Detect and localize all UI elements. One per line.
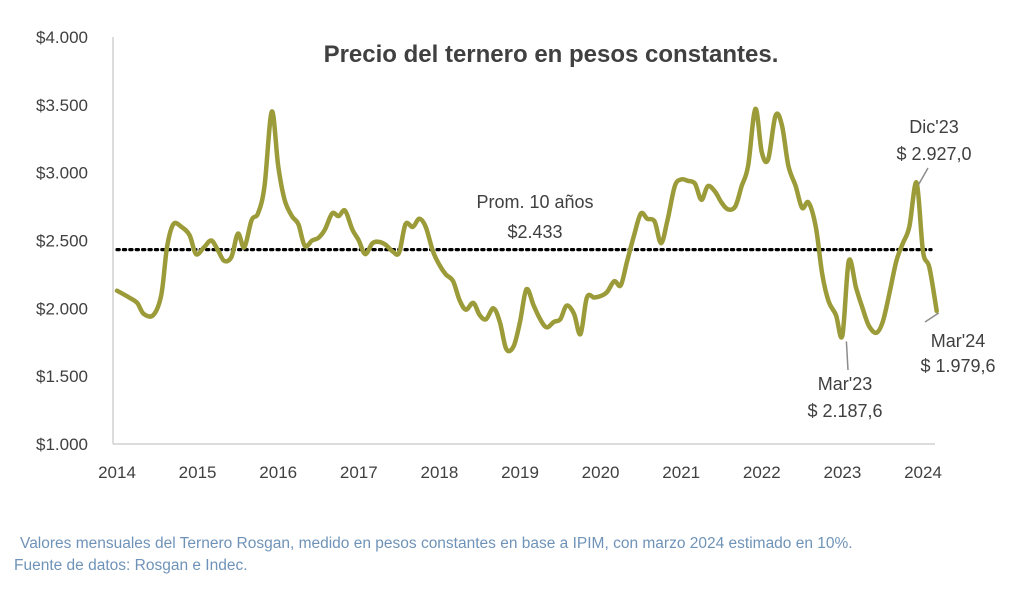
annotation-2: Mar'23 $ 2.187,6 bbox=[807, 341, 883, 421]
y-tick-label: $2.500 bbox=[36, 232, 88, 251]
annotation-text: $ 2.187,6 bbox=[807, 401, 882, 421]
x-tick-label: 2021 bbox=[662, 463, 700, 482]
annotations: Prom. 10 años $2.433 Dic'23 $ 2.927,0 Mar'23… bbox=[476, 117, 995, 421]
price-series bbox=[114, 106, 939, 354]
annotation-3: Mar'24 $ 1.979,6 bbox=[920, 312, 996, 376]
axes bbox=[112, 37, 935, 445]
annotation-text: Mar'23 bbox=[818, 374, 872, 394]
annotation-text: $2.433 bbox=[507, 222, 562, 242]
y-tick-label: $3.000 bbox=[36, 164, 88, 183]
x-tick-label: 2017 bbox=[340, 463, 378, 482]
annotation-text: $ 1.979,6 bbox=[920, 356, 995, 376]
annotation-leader-line bbox=[924, 312, 940, 323]
x-tick-label: 2023 bbox=[823, 463, 861, 482]
y-tick-label: $4.000 bbox=[36, 28, 88, 47]
line-chart: $1.000 $1.500 $2.000 $2.500 $3.000 $3.500 $4.0… bbox=[36, 28, 996, 482]
annotation-leader-line bbox=[917, 167, 929, 185]
chart-area: $1.000 $1.500 $2.000 $2.500 $3.000 $3.500 $4.0… bbox=[36, 28, 996, 482]
x-tick-label: 2024 bbox=[904, 463, 942, 482]
y-tick-label: $1.500 bbox=[36, 367, 88, 386]
annotation-0: Prom. 10 años $2.433 bbox=[476, 192, 593, 242]
x-tick-labels: 2014 2015 2016 2017 2018 2019 2020 2021 2022 2023… bbox=[98, 463, 942, 482]
x-tick-label: 2019 bbox=[501, 463, 539, 482]
y-tick-label: $1.000 bbox=[36, 435, 88, 454]
chart-title: Precio del ternero en pesos constantes. bbox=[324, 41, 779, 68]
x-tick-label: 2016 bbox=[259, 463, 297, 482]
annotation-1: Dic'23 $ 2.927,0 bbox=[896, 117, 972, 185]
x-tick-label: 2022 bbox=[743, 463, 781, 482]
y-tick-labels: $1.000 $1.500 $2.000 $2.500 $3.000 $3.500 $4.0… bbox=[36, 28, 88, 454]
x-tick-label: 2014 bbox=[98, 463, 136, 482]
y-tick-label: $2.000 bbox=[36, 299, 88, 318]
annotation-text: Prom. 10 años bbox=[476, 192, 593, 212]
annotation-text: Mar'24 bbox=[931, 331, 985, 351]
x-tick-label: 2020 bbox=[582, 463, 620, 482]
footer-source: Fuente de datos: Rosgan e Indec. bbox=[14, 557, 248, 574]
annotation-leader-line bbox=[845, 341, 849, 371]
annotation-text: Dic'23 bbox=[909, 117, 958, 137]
y-tick-label: $3.500 bbox=[36, 96, 88, 115]
annotation-text: $ 2.927,0 bbox=[896, 144, 971, 164]
footer-note: Valores mensuales del Ternero Rosgan, me… bbox=[20, 535, 853, 552]
x-tick-label: 2015 bbox=[179, 463, 217, 482]
x-tick-label: 2018 bbox=[420, 463, 458, 482]
price-line bbox=[114, 106, 939, 354]
